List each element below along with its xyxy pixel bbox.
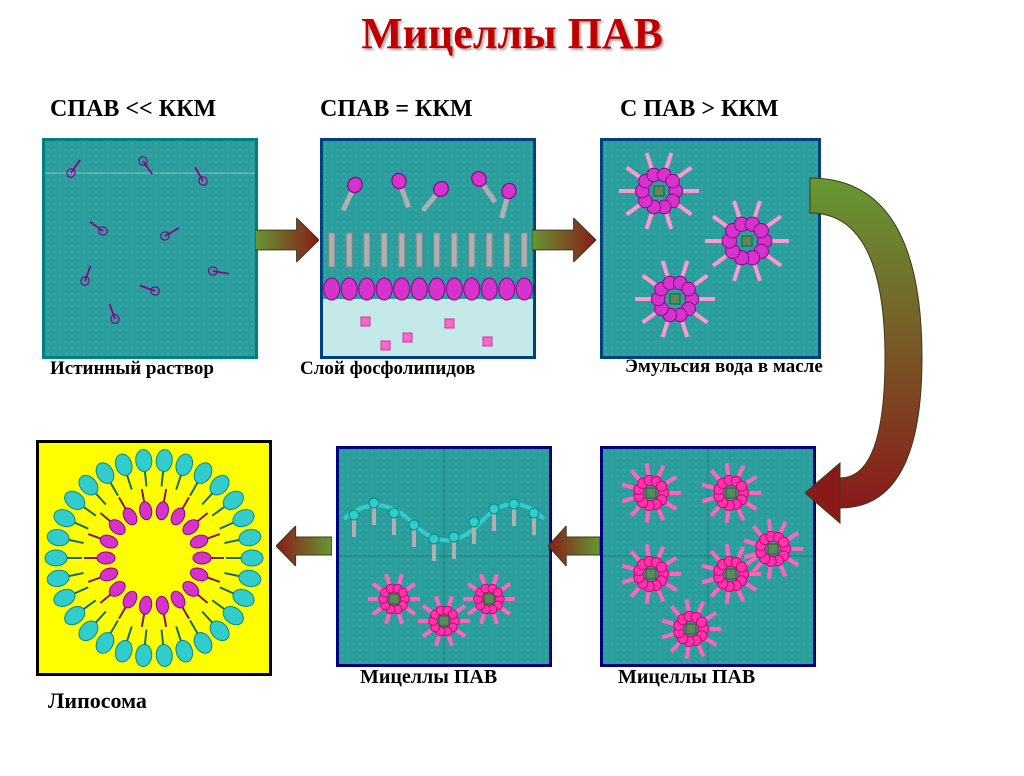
panel-p3 (600, 138, 821, 359)
header-label: СПАВ = ККМ (320, 96, 472, 123)
header-label: СПАВ << ККМ (50, 96, 216, 123)
panel-p5 (336, 446, 552, 667)
caption-p6: Липосома (48, 688, 298, 714)
header-label: С ПАВ > ККМ (620, 96, 778, 123)
page-title: Мицеллы ПАВ (0, 8, 1024, 59)
panel-p4 (600, 446, 816, 667)
caption-p3: Эмульсия вода в масле (625, 356, 860, 378)
caption-p1: Истинный раствор (50, 358, 280, 380)
flow-arrow (548, 526, 600, 571)
flow-arrow (276, 526, 332, 571)
caption-p5: Мицеллы ПАВ (360, 666, 590, 689)
caption-p4: Мицеллы ПАВ (618, 666, 848, 689)
flow-arrow (255, 218, 319, 267)
panel-p2 (320, 138, 536, 359)
flow-arrow (532, 218, 596, 267)
panel-p6 (36, 440, 272, 676)
caption-p2: Слой фосфолипидов (300, 358, 530, 380)
panel-p1 (42, 138, 258, 359)
